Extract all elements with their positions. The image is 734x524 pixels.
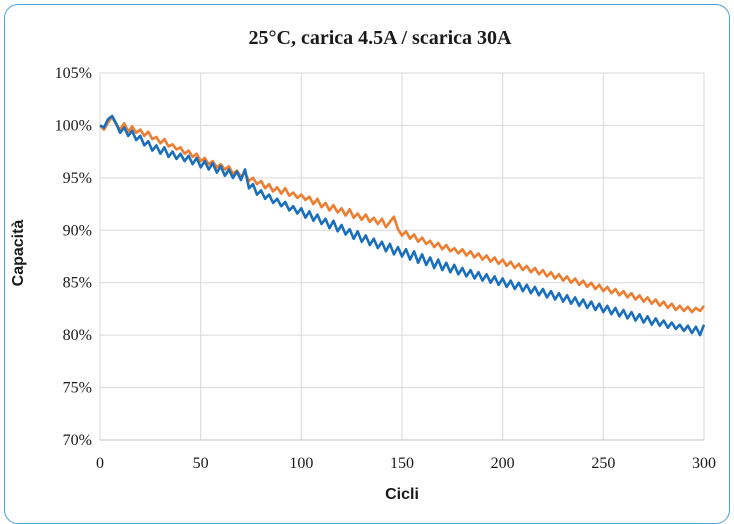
y-axis-ticks: 70% 75% 80% 85% 90% 95% 100% 105% bbox=[55, 65, 92, 449]
y-tick-label: 75% bbox=[63, 380, 92, 397]
x-tick-label: 200 bbox=[491, 455, 515, 472]
y-tick-label: 70% bbox=[63, 432, 92, 449]
x-tick-label: 50 bbox=[193, 455, 209, 472]
chart-title: 25°C, carica 4.5A / scarica 30A bbox=[249, 27, 512, 49]
y-tick-label: 80% bbox=[63, 327, 92, 344]
y-tick-label: 85% bbox=[63, 275, 92, 292]
series-line-2 bbox=[99, 114, 706, 337]
x-axis-ticks: 0 50 100 150 200 250 300 bbox=[96, 455, 716, 472]
x-tick-label: 300 bbox=[692, 455, 716, 472]
x-tick-label: 0 bbox=[96, 455, 104, 472]
y-axis-label: Capacità bbox=[10, 220, 27, 287]
capacity-line-chart: 25°C, carica 4.5A / scarica 30A 70% 75% 80… bbox=[10, 27, 716, 503]
grid bbox=[99, 72, 705, 441]
chart-frame bbox=[4, 4, 730, 524]
x-tick-label: 100 bbox=[289, 455, 313, 472]
x-tick-label: 250 bbox=[591, 455, 615, 472]
y-tick-label: 100% bbox=[55, 117, 92, 134]
series-group bbox=[99, 114, 706, 337]
series-line-1 bbox=[99, 115, 706, 314]
y-tick-label: 105% bbox=[55, 65, 92, 82]
x-axis-label: Cicli bbox=[385, 486, 419, 503]
y-tick-label: 90% bbox=[63, 222, 92, 239]
x-tick-label: 150 bbox=[390, 455, 414, 472]
y-tick-label: 95% bbox=[63, 170, 92, 187]
